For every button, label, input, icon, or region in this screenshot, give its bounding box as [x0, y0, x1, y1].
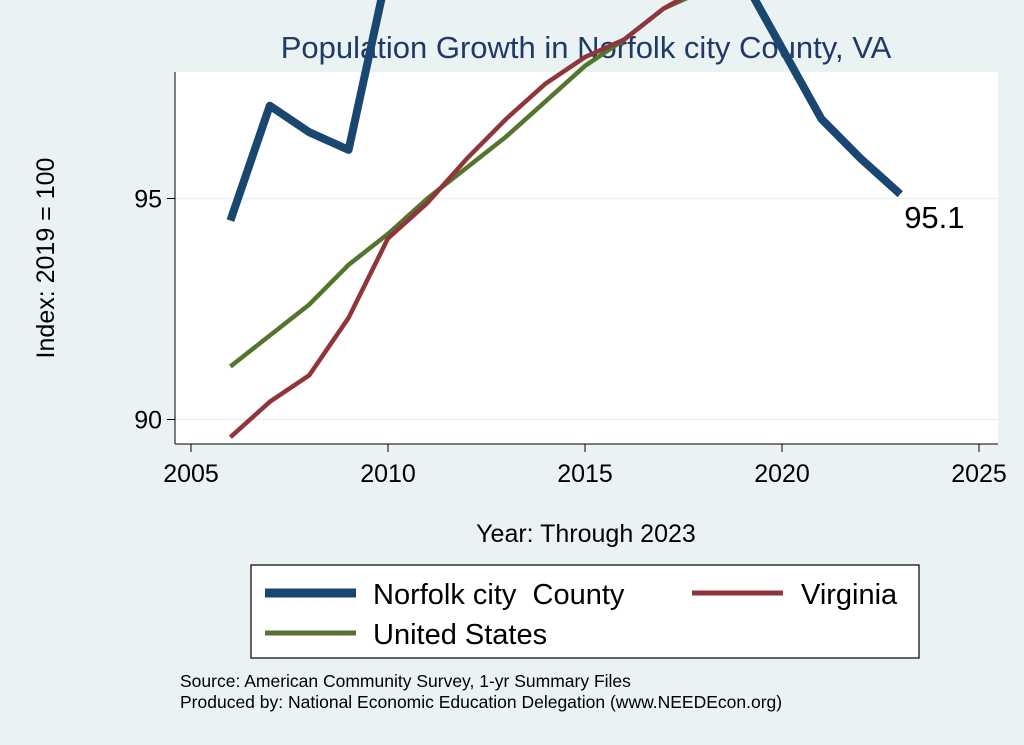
x-tick-label-2025: 2025: [951, 460, 1007, 488]
legend: Norfolk city County Virginia United Stat…: [250, 564, 920, 659]
legend-label-norfolk: Norfolk city County: [373, 579, 625, 611]
series-line-united-states: [229, 0, 689, 369]
y-tick-label-95: 95: [134, 186, 162, 214]
x-tick-label-2010: 2010: [360, 460, 416, 488]
producer-note: Produced by: National Economic Education…: [180, 692, 782, 712]
x-axis-label: Year: Through 2023: [476, 520, 696, 548]
series-line-norfolk: [226, 0, 903, 222]
legend-label-united-states: United States: [373, 619, 547, 651]
series-line-virginia: [228, 0, 684, 439]
x-tick-label-2005: 2005: [163, 460, 219, 488]
x-tick-label-2015: 2015: [557, 460, 613, 488]
y-tick-label-90: 90: [134, 407, 162, 435]
grid-lines: [175, 197, 998, 421]
axes: 909510010520052010201520202025: [134, 72, 1007, 488]
source-note: Source: American Community Survey, 1-yr …: [180, 671, 631, 691]
series-lines: [226, 0, 903, 439]
legend-box: [250, 564, 920, 659]
legend-label-virginia: Virginia: [801, 579, 898, 611]
end-labels: 95.1102.1102.0: [904, 200, 964, 235]
end-label-norfolk: 95.1: [904, 200, 964, 235]
y-axis-label: Index: 2019 = 100: [32, 158, 60, 359]
x-tick-label-2020: 2020: [754, 460, 810, 488]
